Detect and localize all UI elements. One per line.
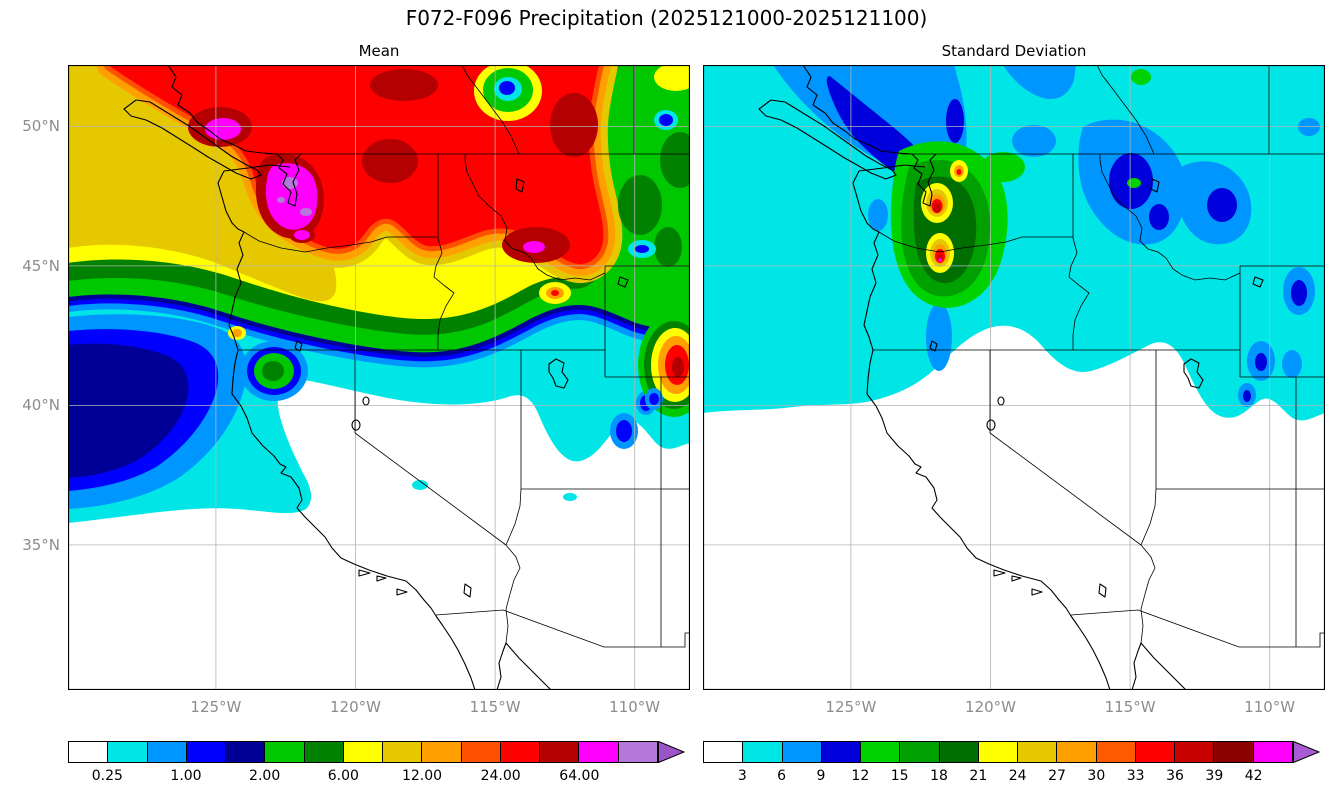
colorbar-tick-label: 24 (1008, 768, 1027, 784)
std-colorbar: 3 6 9 12 15 18 21 24 27 30 33 36 39 42 (703, 741, 1320, 784)
colorbar-segment (422, 742, 462, 762)
colorbar-segment (343, 742, 384, 762)
std-subtitle: Standard Deviation (941, 42, 1087, 60)
colorbar-segment (1175, 742, 1215, 762)
mean-colorbar: 0.25 1.00 2.00 6.00 12.00 24.00 64.00 (68, 741, 685, 784)
colorbar-tick-label: 27 (1048, 768, 1066, 784)
colorbar-tick-label: 15 (890, 768, 909, 784)
std-plot-frame (703, 65, 1325, 690)
colorbar-segment (978, 742, 1019, 762)
colorbar-segment (500, 742, 541, 762)
colorbar-segment (69, 742, 109, 762)
colorbar-segment (861, 742, 901, 762)
colorbar-segment (1135, 742, 1176, 762)
mean-subtitle: Mean (358, 42, 400, 60)
colorbar-tick-label: 3 (737, 768, 747, 784)
mean-contour-fills (68, 65, 690, 690)
colorbar-tick-label: 30 (1087, 768, 1106, 784)
mean-map-panel (68, 65, 690, 690)
x-axis-tick-label: 110°W (609, 698, 661, 716)
colorbar-segment (540, 742, 580, 762)
colorbar-tick-label: 33 (1126, 768, 1145, 784)
colorbar-strip (703, 741, 1293, 763)
x-axis-tick-label: 115°W (469, 698, 521, 716)
colorbar-tick-label: 9 (816, 768, 826, 784)
colorbar-tick-label: 2.00 (249, 768, 281, 784)
mean-plot-frame (68, 65, 690, 690)
colorbar-tick-label: 24.00 (480, 768, 521, 784)
x-axis-tick-label: 120°W (965, 698, 1016, 716)
std-contour-fills (703, 65, 1325, 690)
colorbar-segment (1057, 742, 1097, 762)
colorbar-tick-label: 1.00 (170, 768, 202, 784)
colorbar-tick-label: 6.00 (327, 768, 359, 784)
x-axis-tick-label: 125°W (190, 698, 242, 716)
colorbar-tick-label: 36 (1166, 768, 1184, 784)
colorbar-segment (900, 742, 940, 762)
colorbar-tick-label: 0.25 (91, 768, 123, 784)
colorbar-segment (1096, 742, 1136, 762)
colorbar-tick-label: 64.00 (559, 768, 600, 784)
colorbar-segment (1214, 742, 1254, 762)
colorbar-segment (579, 742, 619, 762)
mean-contour-map (68, 65, 690, 690)
colorbar-over-arrow (658, 741, 685, 763)
y-axis-tick-label: 50°N (22, 117, 60, 136)
colorbar-segment (147, 742, 187, 762)
colorbar-segment (265, 742, 305, 762)
std-contour-map (703, 65, 1325, 690)
colorbar-segment (383, 742, 423, 762)
colorbar-segment (304, 742, 344, 762)
colorbar-segment (108, 742, 148, 762)
colorbar-segment (226, 742, 266, 762)
colorbar-segment (1018, 742, 1058, 762)
colorbar-segment (743, 742, 783, 762)
y-axis-tick-label: 35°N (22, 535, 60, 554)
colorbar-tick-label: 39 (1205, 768, 1224, 784)
colorbar-segment (782, 742, 822, 762)
colorbar-segment (939, 742, 979, 762)
colorbar-tick-label: 12.00 (401, 768, 443, 784)
colorbar-tick-label: 21 (969, 768, 988, 784)
colorbar-tick-label: 12 (851, 768, 870, 784)
colorbar-segment (618, 742, 657, 762)
colorbar-segment (1253, 742, 1292, 762)
colorbar-segment (186, 742, 227, 762)
colorbar-over-arrow (1293, 741, 1320, 763)
colorbar-tick-label: 42 (1244, 768, 1263, 784)
y-axis-tick-label: 45°N (22, 256, 60, 275)
y-axis-tick-label: 40°N (22, 396, 60, 415)
colorbar-tick-label: 18 (930, 768, 948, 784)
colorbar-tick-label: 6 (777, 768, 787, 784)
colorbar-segment (461, 742, 501, 762)
colorbar-segment (704, 742, 744, 762)
x-axis-tick-label: 115°W (1104, 698, 1156, 716)
x-axis-tick-label: 120°W (330, 698, 381, 716)
colorbar-segment (821, 742, 862, 762)
colorbar-strip (68, 741, 658, 763)
x-axis-tick-label: 110°W (1244, 698, 1296, 716)
std-map-panel (703, 65, 1325, 690)
x-axis-tick-label: 125°W (825, 698, 877, 716)
figure-title: F072-F096 Precipitation (2025121000-2025… (405, 6, 928, 30)
